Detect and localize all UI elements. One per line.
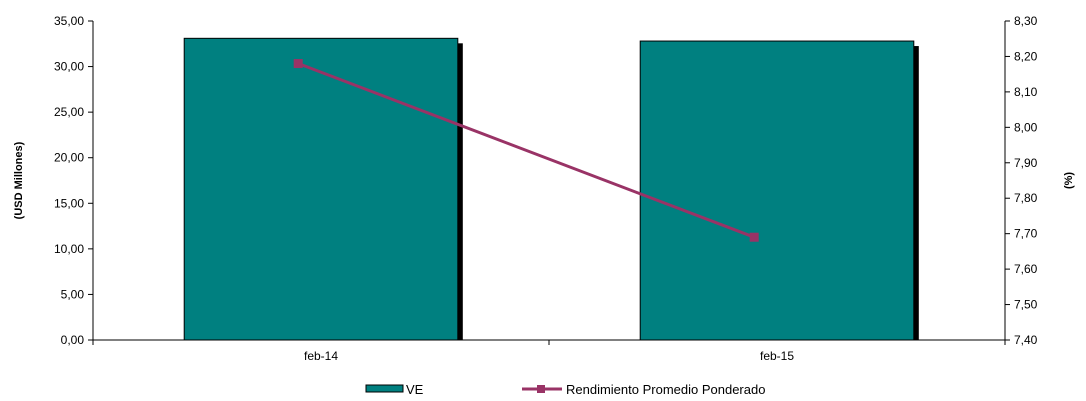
left-tick-label: 25,00	[54, 105, 84, 119]
left-tick-label: 35,00	[54, 14, 84, 28]
line-point[interactable]	[293, 59, 303, 69]
bar[interactable]	[639, 40, 915, 341]
y2-axis-title: (%)	[1063, 172, 1075, 189]
legend-swatch-marker	[537, 385, 545, 393]
left-tick-label: 20,00	[54, 151, 84, 165]
line-point[interactable]	[749, 232, 759, 242]
y-axis-title: (USD Millones)	[13, 141, 25, 219]
right-tick-label: 8,30	[1014, 14, 1038, 28]
left-tick-label: 15,00	[54, 196, 84, 210]
left-tick-label: 10,00	[54, 242, 84, 256]
right-tick-label: 7,50	[1014, 298, 1038, 312]
left-tick-label: 0,00	[61, 333, 85, 347]
bar[interactable]	[183, 37, 459, 341]
right-tick-label: 7,90	[1014, 156, 1038, 170]
right-tick-label: 7,60	[1014, 262, 1038, 276]
right-tick-label: 7,80	[1014, 191, 1038, 205]
legend-label-bar: VE	[406, 382, 424, 397]
legend-label-line: Rendimiento Promedio Ponderado	[566, 382, 765, 397]
left-tick-label: 5,00	[61, 287, 85, 301]
right-tick-label: 8,00	[1014, 120, 1038, 134]
right-tick-label: 7,70	[1014, 227, 1038, 241]
legend-swatch-bar	[365, 384, 404, 393]
right-tick-label: 8,20	[1014, 49, 1038, 63]
right-tick-label: 8,10	[1014, 85, 1038, 99]
x-tick-label: feb-15	[760, 349, 794, 363]
x-tick-label: feb-14	[304, 349, 338, 363]
series-line	[297, 62, 755, 239]
right-tick-label: 7,40	[1014, 333, 1038, 347]
left-tick-label: 30,00	[54, 60, 84, 74]
